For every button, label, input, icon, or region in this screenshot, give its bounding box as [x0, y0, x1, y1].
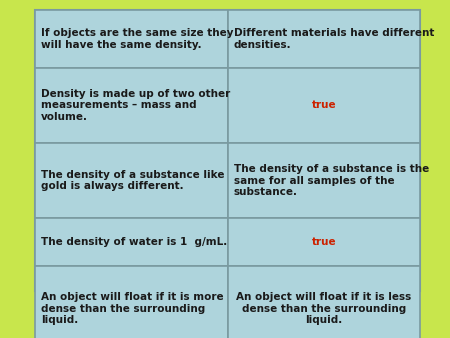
- Bar: [228, 143, 420, 218]
- Text: The density of a substance is the
same for all samples of the
substance.: The density of a substance is the same f…: [234, 164, 429, 197]
- Bar: [228, 218, 420, 266]
- Text: Different materials have different
densities.: Different materials have different densi…: [234, 28, 434, 50]
- Bar: [35, 10, 420, 291]
- Bar: [228, 266, 420, 338]
- Bar: [35, 10, 228, 68]
- Text: true: true: [311, 100, 336, 111]
- Text: The density of water is 1  g/mL.: The density of water is 1 g/mL.: [41, 237, 227, 247]
- Text: true: true: [311, 237, 336, 247]
- Bar: [228, 10, 420, 68]
- Text: An object will float if it is less
dense than the surrounding
liquid.: An object will float if it is less dense…: [236, 292, 411, 325]
- Text: An object will float if it is more
dense than the surrounding
liquid.: An object will float if it is more dense…: [41, 292, 224, 325]
- Text: The density of a substance like
gold is always different.: The density of a substance like gold is …: [41, 170, 225, 191]
- Text: Density is made up of two other
measurements – mass and
volume.: Density is made up of two other measurem…: [41, 89, 230, 122]
- Bar: [35, 68, 228, 143]
- Bar: [228, 68, 420, 143]
- Bar: [35, 266, 228, 338]
- Bar: [35, 218, 228, 266]
- Text: If objects are the same size they
will have the same density.: If objects are the same size they will h…: [41, 28, 234, 50]
- Bar: [35, 143, 228, 218]
